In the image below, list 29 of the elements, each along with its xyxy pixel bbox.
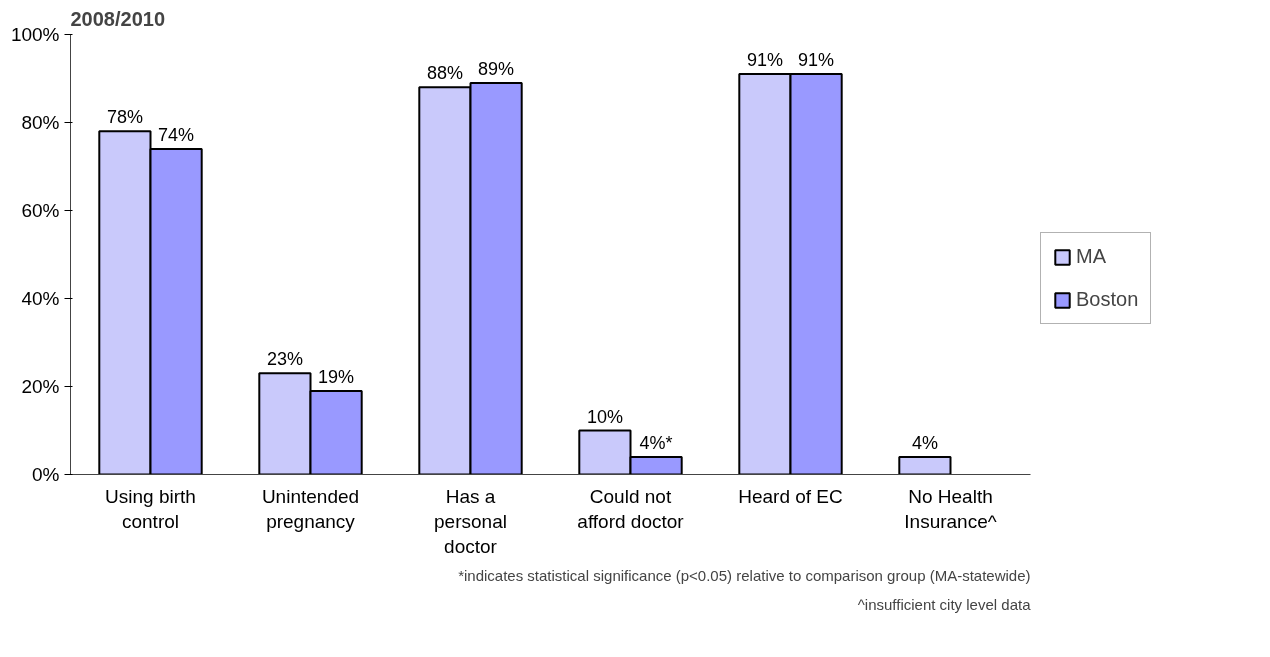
data-label: 89% [478, 58, 515, 79]
x-tick-label: Has a personal doctor [434, 485, 507, 557]
data-label: 4%* [639, 432, 673, 453]
x-tick-label: Heard of EC [738, 485, 843, 507]
x-tick-label: Using birth control [105, 485, 196, 532]
data-label: 23% [266, 349, 303, 370]
x-tick-label: Could not afford doctor [577, 485, 685, 532]
legend-label: Boston [1076, 288, 1139, 311]
data-label: 19% [318, 366, 355, 387]
x-tick-label: No Health Insurance^ [904, 485, 997, 532]
data-label: 91% [746, 50, 783, 71]
x-tick-label: Unintended pregnancy [261, 485, 360, 532]
y-tick-label: 40% [21, 288, 60, 309]
y-tick-label: 60% [21, 200, 60, 221]
y-tick-label: 0% [32, 464, 60, 485]
text: *indicates statistical significance (p<0.05) relative to comparison group (MA-statewide) [458, 566, 1031, 584]
data-label: 4% [911, 432, 938, 453]
data-label: 91% [798, 50, 835, 71]
data-label: 74% [158, 124, 195, 145]
data-label: 88% [426, 63, 463, 84]
y-tick-label: 80% [21, 112, 60, 133]
text: ^insufficient city level data [857, 595, 1032, 613]
data-label: 78% [106, 107, 143, 128]
y-tick-label: 100% [10, 24, 60, 45]
chart-title: 2008/2010 [70, 7, 166, 30]
legend-label: MA [1076, 245, 1106, 268]
bar [898, 455, 952, 475]
y-tick-label: 20% [21, 376, 60, 397]
data-label: 10% [586, 406, 623, 427]
